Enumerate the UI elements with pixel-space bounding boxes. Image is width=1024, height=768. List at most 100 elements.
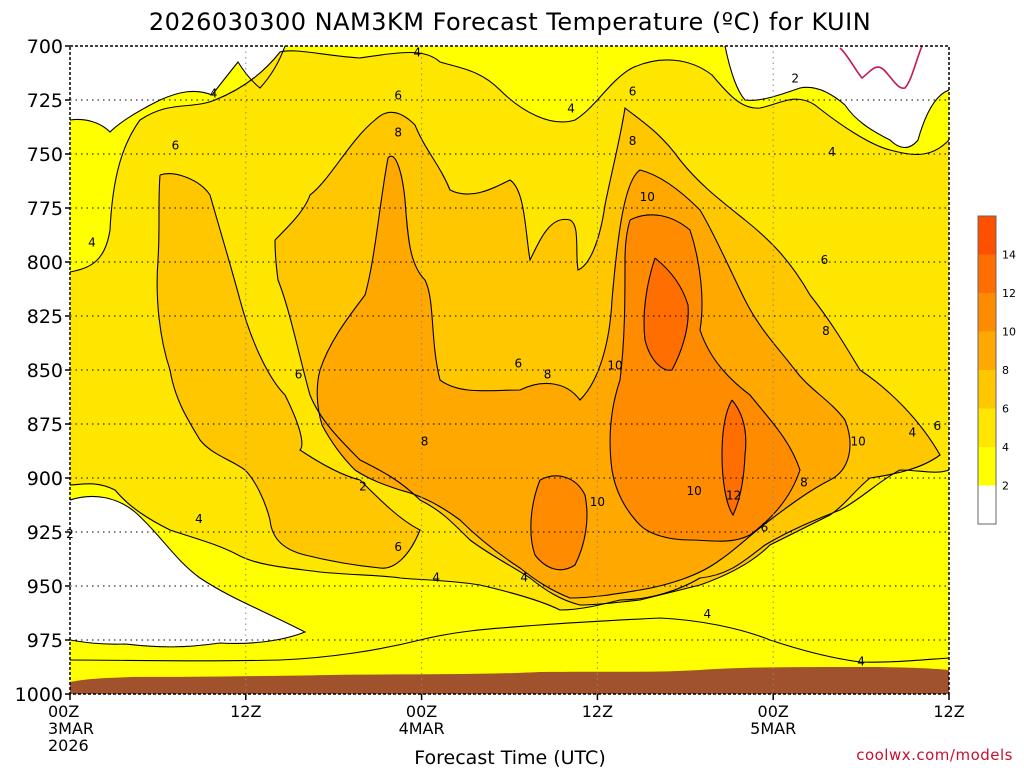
colorbar-label: 14 xyxy=(1002,249,1016,262)
contour-label: 4 xyxy=(909,426,917,440)
x-tick-label: 12Z xyxy=(230,702,261,721)
colorbar-swatch xyxy=(978,370,996,409)
contour-label: 4 xyxy=(88,236,96,250)
contour-label: 4 xyxy=(857,655,865,669)
contour-line-6-main xyxy=(274,106,941,606)
fill-band-6-8 xyxy=(157,173,420,569)
colorbar-label: 8 xyxy=(1002,364,1009,377)
fill-band-below-2-left-lower xyxy=(70,496,305,647)
contour-line-2-top-left xyxy=(70,46,286,133)
contour-label: 2 xyxy=(791,71,799,85)
fill-band-10-12-left xyxy=(530,475,587,570)
contour-label: 4 xyxy=(520,570,528,584)
colorbar-swatch xyxy=(978,408,996,447)
colorbar-swatch xyxy=(978,293,996,332)
freezing-line xyxy=(839,46,923,89)
contour-label: 4 xyxy=(195,512,203,526)
contour-label: 6 xyxy=(394,89,402,103)
contour-label: 2 xyxy=(359,480,367,494)
contour-labels: 2 2 2 4 4 4 4 4 4 4 4 4 4 4 6 6 6 6 6 6 6 6 6 8 8 8 8 8 8 10 10 10 10 10 1… xyxy=(66,45,941,669)
contour-label: 6 xyxy=(172,138,180,152)
x-tick-label: 00Z xyxy=(406,702,437,721)
y-tick-label: 850 xyxy=(27,360,63,382)
fill-band-below-2-top-right xyxy=(725,46,949,148)
colorbar-swatch xyxy=(978,216,996,255)
colorbar-label: 4 xyxy=(1002,441,1009,454)
fill-band-12-14-upper xyxy=(644,258,689,371)
contour-label: 8 xyxy=(544,367,552,381)
colorbar-swatch xyxy=(978,254,996,293)
x-tick-label: 4MAR xyxy=(399,719,445,738)
y-tick-label: 775 xyxy=(27,198,63,220)
contour-label: 4 xyxy=(703,607,711,621)
colorbar: 2 4 6 8 10 12 14 xyxy=(977,215,1016,525)
x-tick-label: 3MAR xyxy=(48,719,94,738)
contour-line-12-upper xyxy=(643,257,689,371)
contour-line-4-bottom xyxy=(70,617,949,663)
contour-line-4 xyxy=(70,50,949,273)
colorbar-frame xyxy=(977,215,997,525)
y-tick-label: 925 xyxy=(27,522,63,544)
colorbar-label: 2 xyxy=(1002,480,1009,493)
ground-surface xyxy=(70,667,949,694)
y-tick-label: 1000 xyxy=(15,684,63,706)
contour-label: 10 xyxy=(590,495,605,509)
fill-band-below-2-top-left xyxy=(70,46,285,132)
x-tick-label: 5MAR xyxy=(750,719,796,738)
contour-label: 6 xyxy=(821,253,829,267)
y-tick-label: 975 xyxy=(27,630,63,652)
contour-label: 8 xyxy=(800,475,808,489)
y-tick-label: 825 xyxy=(27,306,63,328)
filled-contours xyxy=(70,46,949,694)
contour-label: 8 xyxy=(421,434,429,448)
colorbar-swatch xyxy=(978,485,996,524)
contour-label: 6 xyxy=(295,367,303,381)
contour-label: 6 xyxy=(514,357,522,371)
contour-line-12-lower xyxy=(721,399,747,517)
contour-line-2-left xyxy=(70,495,307,648)
y-tick-label: 700 xyxy=(27,36,63,58)
contour-line-10-left xyxy=(530,475,588,571)
gridlines xyxy=(70,46,949,694)
y-tick-label: 875 xyxy=(27,414,63,436)
contour-label: 6 xyxy=(629,84,637,98)
contour-label: 4 xyxy=(413,45,421,59)
colorbar-label: 10 xyxy=(1002,326,1016,339)
contour-lines xyxy=(70,46,949,663)
x-tick-label: 00Z xyxy=(48,702,79,721)
contour-label: 8 xyxy=(629,134,637,148)
fill-band-12-14-lower xyxy=(722,400,746,515)
colorbar-label: 6 xyxy=(1002,403,1009,416)
y-axis: 700 725 750 775 800 825 850 875 900 925 950 975 1000 xyxy=(15,36,70,706)
y-tick-label: 800 xyxy=(27,252,63,274)
chart-title: 2026030300 NAM3KM Forecast Temperature (… xyxy=(149,8,871,36)
contour-line-8 xyxy=(316,155,851,599)
x-axis-label: Forecast Time (UTC) xyxy=(414,747,605,768)
contour-label: 4 xyxy=(210,87,218,101)
contour-label: 10 xyxy=(686,484,701,498)
y-tick-label: 900 xyxy=(27,468,63,490)
contour-label: 6 xyxy=(761,521,769,535)
contour-label: 2 xyxy=(66,527,74,541)
x-tick-label: 2026 xyxy=(48,736,89,755)
contour-label: 4 xyxy=(432,570,440,584)
y-tick-label: 750 xyxy=(27,144,63,166)
contour-label: 10 xyxy=(851,434,866,448)
contour-line-2-top-right xyxy=(724,46,949,149)
colorbar-swatch xyxy=(978,331,996,370)
y-tick-label: 725 xyxy=(27,90,63,112)
contour-label: 12 xyxy=(726,488,741,502)
contour-label: 8 xyxy=(394,125,402,139)
colorbar-label: 12 xyxy=(1002,287,1016,300)
contour-label: 4 xyxy=(828,145,836,159)
contour-line-4-lower xyxy=(70,469,949,611)
contour-label: 6 xyxy=(394,540,402,554)
contour-label: 10 xyxy=(607,359,622,373)
contour-label: 10 xyxy=(640,190,655,204)
contour-label: 8 xyxy=(822,324,830,338)
y-tick-label: 950 xyxy=(27,576,63,598)
credit-text: coolwx.com/models xyxy=(856,746,1013,764)
x-tick-label: 00Z xyxy=(758,702,789,721)
